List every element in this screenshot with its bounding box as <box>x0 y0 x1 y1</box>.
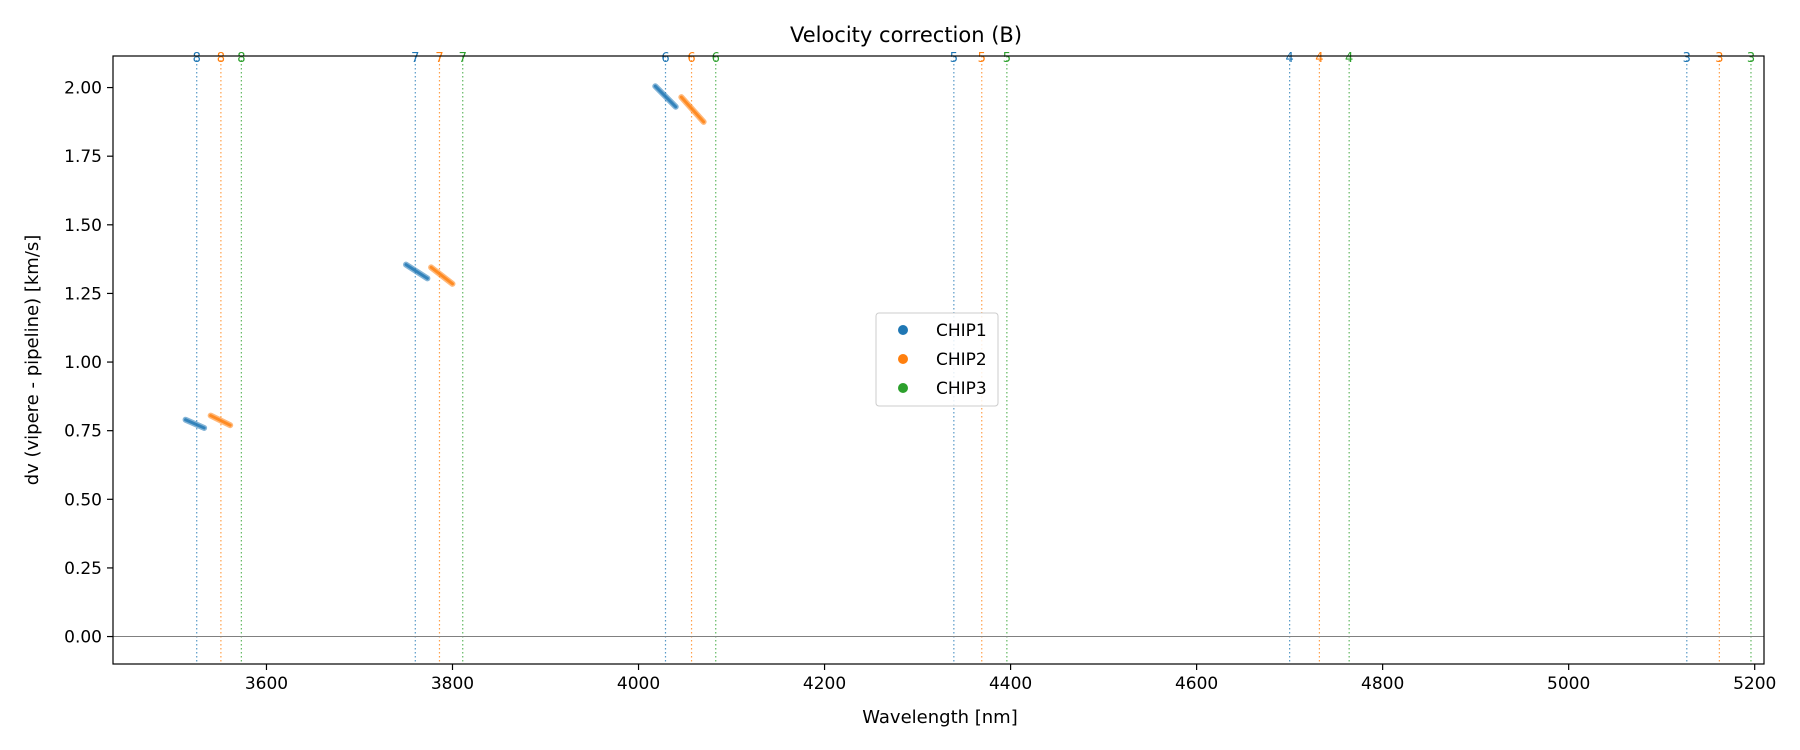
y-tick-label: 1.50 <box>64 216 102 236</box>
order-label: 8 <box>217 51 225 66</box>
order-label: 5 <box>950 51 958 66</box>
x-tick-label: 4000 <box>617 674 660 694</box>
order-label: 3 <box>1715 51 1723 66</box>
legend-marker-chip1 <box>898 325 908 335</box>
data-segment-core-chip1 <box>184 418 206 430</box>
order-label: 5 <box>978 51 986 66</box>
y-axis-label: dv (vipere - pipeline) [km/s] <box>22 235 43 486</box>
x-tick-label: 4600 <box>1175 674 1218 694</box>
legend: CHIP1 CHIP2 CHIP3 <box>875 312 999 407</box>
data-segment-core-chip2 <box>429 265 455 286</box>
legend-label-chip1: CHIP1 <box>936 321 987 341</box>
y-tick-label: 0.00 <box>64 628 102 648</box>
order-label: 4 <box>1315 51 1323 66</box>
x-tick-label: 5000 <box>1547 674 1590 694</box>
legend-box <box>875 312 999 407</box>
x-tick-label: 5200 <box>1733 674 1776 694</box>
x-tick-label: 3600 <box>245 674 288 694</box>
axes-frame <box>112 55 1765 665</box>
x-tick-label: 4200 <box>803 674 846 694</box>
x-tick-label: 4800 <box>1361 674 1404 694</box>
y-tick-label: 1.75 <box>64 147 102 167</box>
x-tick-label: 4400 <box>989 674 1032 694</box>
legend-label-chip2: CHIP2 <box>936 350 987 370</box>
data-segment-core-chip1 <box>653 84 678 109</box>
order-label: 6 <box>687 51 695 66</box>
data-segment-core-chip1 <box>404 263 429 280</box>
order-label: 3 <box>1683 51 1691 66</box>
y-tick-label: 0.75 <box>64 422 102 442</box>
order-label: 5 <box>1003 51 1011 66</box>
y-tick-label: 1.25 <box>64 284 102 304</box>
y-tick-label: 1.00 <box>64 353 102 373</box>
chart-title: Velocity correction (B) <box>790 23 1022 47</box>
order-label: 6 <box>712 51 720 66</box>
order-label: 6 <box>661 51 669 66</box>
legend-marker-chip3 <box>898 383 908 393</box>
y-tick-label: 0.25 <box>64 559 102 579</box>
order-label: 4 <box>1285 51 1293 66</box>
data-segment-core-chip2 <box>679 95 706 124</box>
y-tick-label: 2.00 <box>64 79 102 99</box>
order-label: 7 <box>435 51 443 66</box>
order-label: 8 <box>237 51 245 66</box>
data-segment-core-chip2 <box>209 414 232 427</box>
legend-label-chip3: CHIP3 <box>936 379 987 399</box>
order-label: 8 <box>193 51 201 66</box>
legend-marker-chip2 <box>898 354 908 364</box>
y-tick-label: 0.50 <box>64 490 102 510</box>
order-label: 7 <box>411 51 419 66</box>
order-label: 3 <box>1747 51 1755 66</box>
x-tick-label: 3800 <box>431 674 474 694</box>
order-label: 4 <box>1345 51 1353 66</box>
order-label: 7 <box>459 51 467 66</box>
x-axis-label: Wavelength [nm] <box>862 707 1018 728</box>
